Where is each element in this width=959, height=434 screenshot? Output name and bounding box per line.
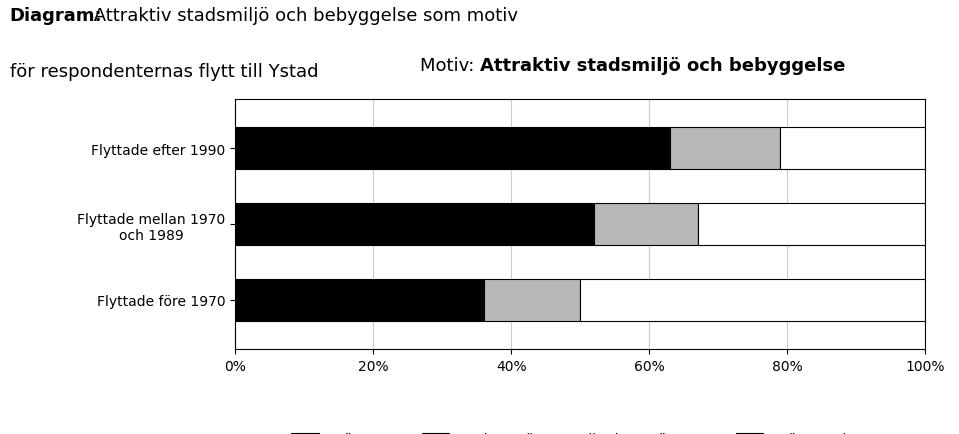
Bar	[781, 128, 925, 170]
Text: Motiv: Attraktiv stadsmiljö och bebyggelse: Motiv: Attraktiv stadsmiljö och bebyggel…	[388, 57, 772, 75]
Bar	[594, 204, 697, 245]
Text: Diagram:: Diagram:	[10, 7, 103, 24]
Bar	[235, 128, 670, 170]
Legend: Stämmer, Varken stämmer eller inte stämmer, Stämmer inte: Stämmer, Varken stämmer eller inte stämm…	[285, 426, 876, 434]
Bar	[697, 204, 925, 245]
Bar	[483, 279, 580, 321]
Text: för respondenternas flytt till Ystad: för respondenternas flytt till Ystad	[10, 63, 318, 81]
Bar	[235, 204, 594, 245]
Text: Attraktiv stadsmiljö och bebyggelse som motiv: Attraktiv stadsmiljö och bebyggelse som …	[88, 7, 518, 24]
Text: Attraktiv stadsmiljö och bebyggelse: Attraktiv stadsmiljö och bebyggelse	[480, 57, 846, 75]
Bar	[580, 279, 925, 321]
Bar	[670, 128, 781, 170]
Bar	[235, 279, 483, 321]
Text: Motiv:: Motiv:	[420, 57, 480, 75]
